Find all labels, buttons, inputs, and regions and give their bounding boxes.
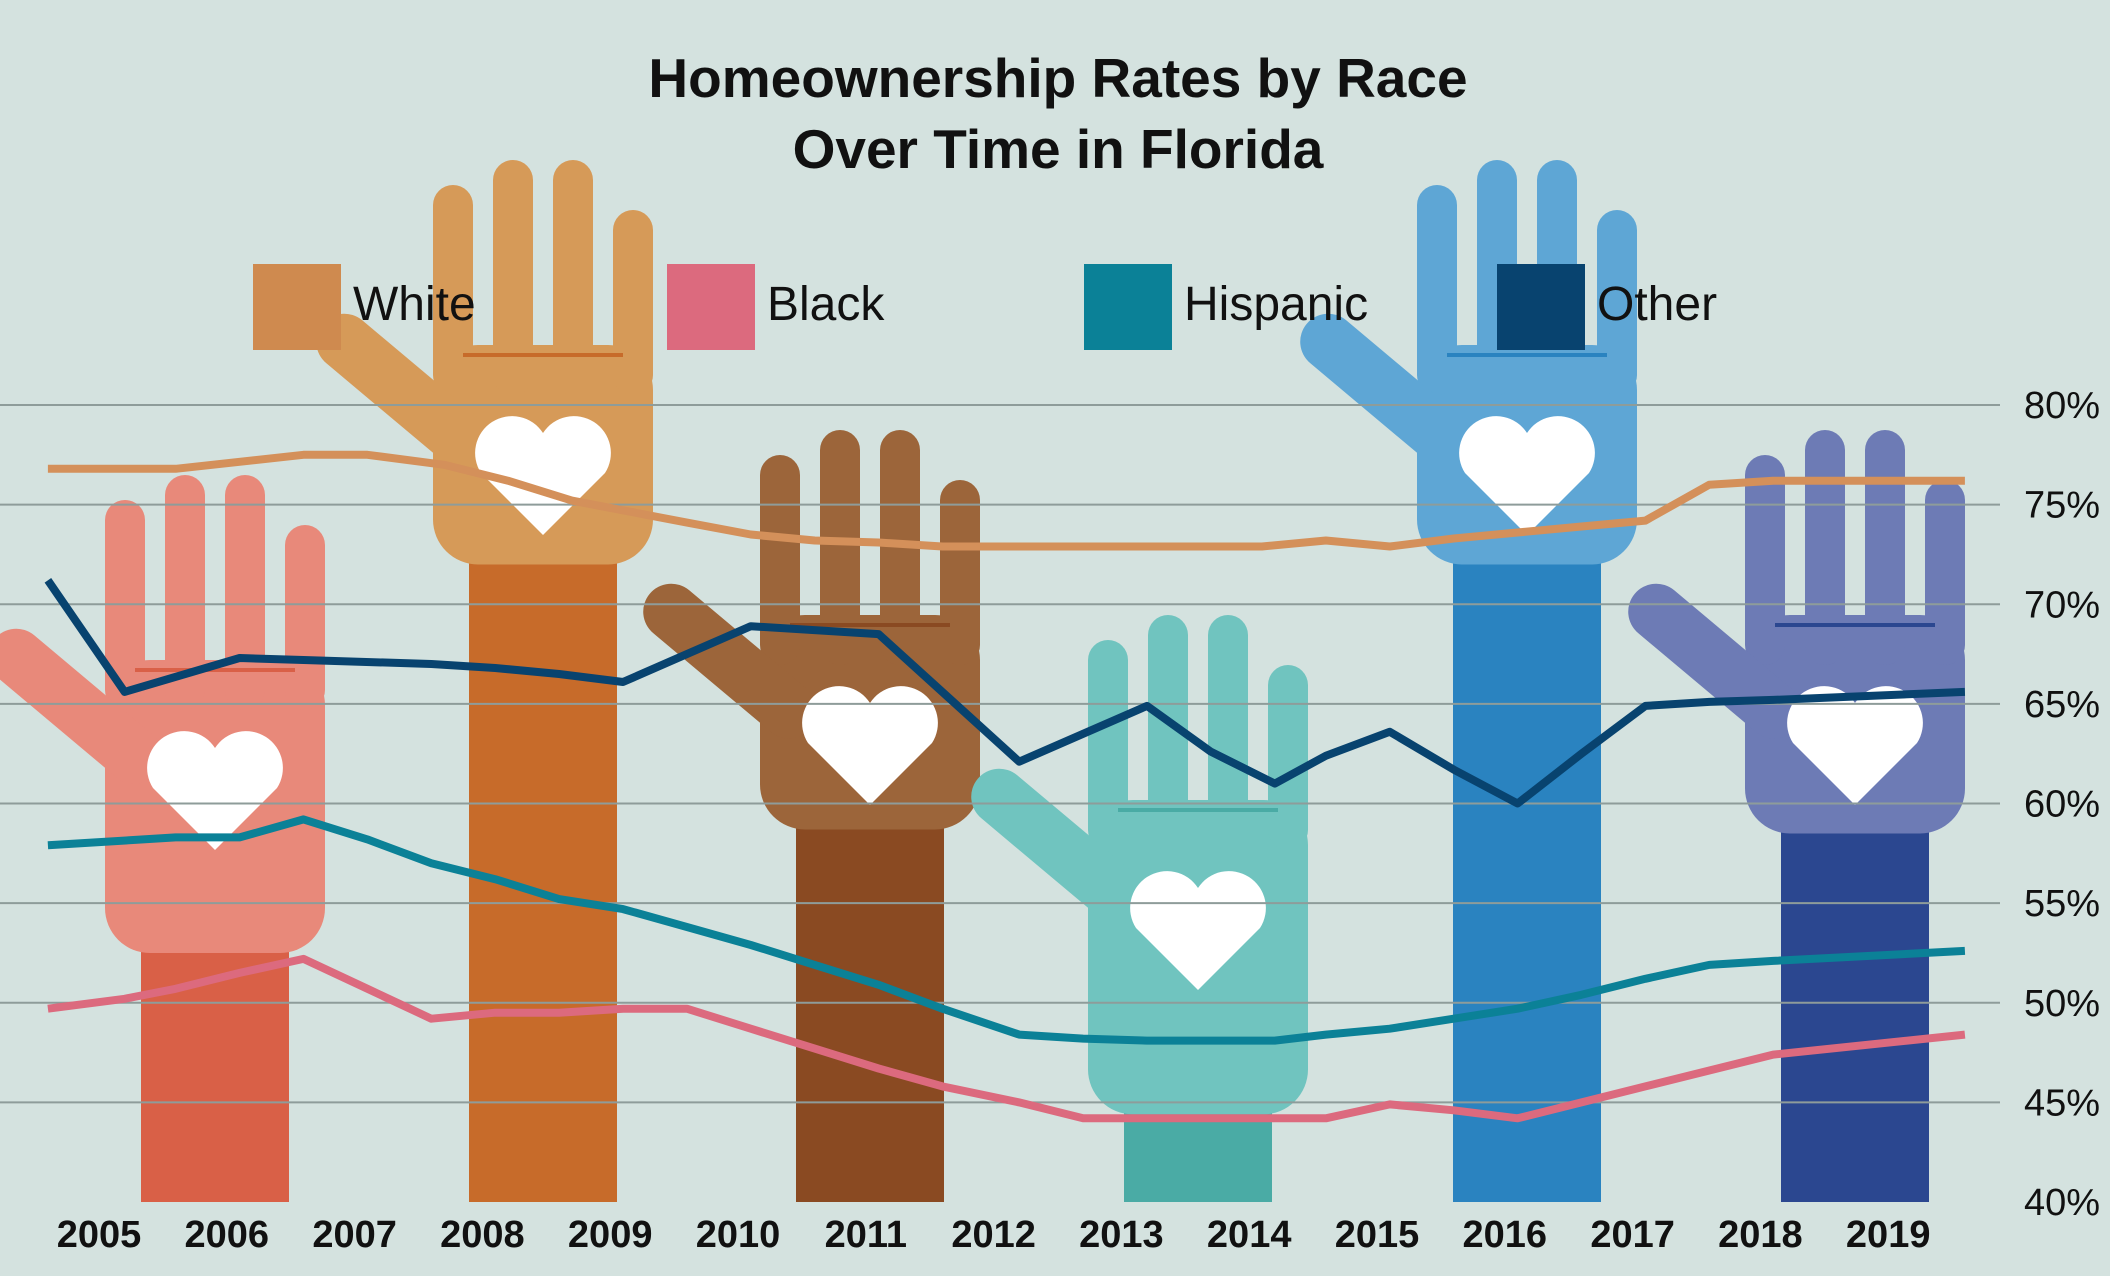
legend-item-black: Black <box>667 264 885 350</box>
heart-icon <box>147 731 283 850</box>
x-tick-label: 2005 <box>57 1214 142 1256</box>
x-tick-label: 2015 <box>1335 1214 1420 1256</box>
x-tick-label: 2012 <box>951 1214 1036 1256</box>
x-tick-label: 2007 <box>312 1214 397 1256</box>
series-line-white <box>47 450 1965 551</box>
hand-finger <box>1745 455 1785 665</box>
legend-swatch <box>253 264 341 350</box>
x-tick-label: 2019 <box>1846 1214 1931 1256</box>
y-tick-label: 70% <box>2024 584 2100 626</box>
hand-finger <box>1865 430 1905 665</box>
hand-finger <box>225 475 265 710</box>
hand-finger <box>285 525 325 710</box>
series-lines <box>44 450 1966 1123</box>
x-tick-label: 2018 <box>1718 1214 1803 1256</box>
hand-arm <box>1453 544 1601 1202</box>
hand-thumb <box>1300 313 1475 469</box>
legend-swatch <box>1084 264 1172 350</box>
heart-icon <box>1787 686 1923 805</box>
legend-item-white: White <box>253 264 476 350</box>
hand-finger <box>433 185 473 395</box>
x-tick-label: 2011 <box>825 1214 907 1256</box>
hand-thumb <box>971 768 1146 924</box>
hand-finger <box>1597 210 1637 395</box>
hand-finger <box>1208 615 1248 850</box>
heart-icon <box>1459 416 1595 535</box>
y-axis-ticks: 80% 75% 70% 65% 60% 55% 50% 45% 40% <box>2024 385 2100 1224</box>
hand-finger <box>493 160 533 395</box>
hand-finger <box>1268 665 1308 850</box>
y-tick-label: 65% <box>2024 684 2100 726</box>
hand-2016-2017 <box>1300 160 1637 1202</box>
hand-finger <box>613 210 653 395</box>
hand-finger <box>1148 615 1188 850</box>
hand-arm <box>469 544 617 1202</box>
heart-icon <box>475 416 611 535</box>
y-tick-label: 60% <box>2024 784 2100 826</box>
legend-label: Hispanic <box>1184 278 1368 331</box>
legend-label: White <box>353 278 476 331</box>
hand-finger <box>760 455 800 665</box>
y-tick-label: 75% <box>2024 485 2100 527</box>
legend-label: Black <box>767 278 885 331</box>
hand-2013-2014 <box>971 615 1308 1202</box>
x-tick-label: 2017 <box>1590 1214 1675 1256</box>
hand-arm <box>1781 813 1929 1202</box>
chart-title: Homeownership Rates by Race <box>648 47 1467 109</box>
hand-2018-2019 <box>1628 430 1965 1202</box>
hand-finger <box>1417 185 1457 395</box>
legend-swatch <box>1497 264 1585 350</box>
y-tick-label: 45% <box>2024 1082 2100 1124</box>
hand-thumb <box>316 313 491 469</box>
x-axis-ticks: 2005 2006 2007 2008 2009 2010 2011 2012 2013 2014… <box>57 1214 1931 1256</box>
y-tick-label: 55% <box>2024 883 2100 925</box>
x-tick-label: 2008 <box>440 1214 525 1256</box>
series-line-other <box>44 578 1966 808</box>
hand-thumb <box>0 628 163 784</box>
hand-arm <box>796 809 944 1202</box>
legend-label: Other <box>1597 278 1717 331</box>
hand-thumb <box>643 583 818 739</box>
x-tick-label: 2014 <box>1207 1214 1292 1256</box>
hand-finger <box>165 475 205 710</box>
heart-icon <box>1130 871 1266 990</box>
hand-finger <box>820 430 860 665</box>
x-tick-label: 2006 <box>185 1214 270 1256</box>
x-tick-label: 2013 <box>1079 1214 1164 1256</box>
hand-2005-2006 <box>0 475 325 1202</box>
y-tick-label: 40% <box>2024 1182 2100 1224</box>
series-line-black <box>47 954 1966 1123</box>
x-tick-label: 2010 <box>696 1214 781 1256</box>
legend-swatch <box>667 264 755 350</box>
hand-finger <box>553 160 593 395</box>
legend-item-hispanic: Hispanic <box>1084 264 1368 350</box>
x-tick-label: 2016 <box>1463 1214 1548 1256</box>
gridlines <box>0 404 2000 1104</box>
heart-icon <box>802 686 938 805</box>
hand-finger <box>1088 640 1128 850</box>
legend: White Black Hispanic Other <box>253 264 1717 350</box>
hand-2011-2012 <box>643 430 980 1202</box>
legend-item-other: Other <box>1497 264 1717 350</box>
y-tick-label: 80% <box>2024 385 2100 427</box>
series-line-hispanic <box>47 815 1966 1045</box>
chart-subtitle: Over Time in Florida <box>793 118 1324 180</box>
hand-finger <box>940 480 980 665</box>
hand-finger <box>1925 480 1965 665</box>
hand-finger <box>1805 430 1845 665</box>
y-tick-label: 50% <box>2024 983 2100 1025</box>
x-tick-label: 2009 <box>568 1214 653 1256</box>
hand-arm <box>141 933 289 1202</box>
